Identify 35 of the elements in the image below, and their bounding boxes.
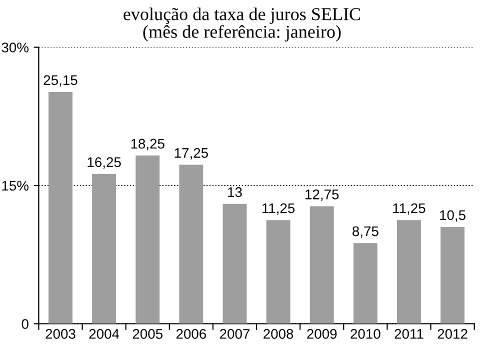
data-label: 8,75 <box>352 226 378 238</box>
data-label: 25,15 <box>44 75 78 87</box>
data-label: 13 <box>228 187 242 198</box>
data-label: 10,5 <box>440 210 466 222</box>
x-tick-label: 2012 <box>438 328 468 339</box>
y-tick-label: 0 <box>22 319 28 329</box>
data-label: 16,25 <box>88 157 121 169</box>
data-label: 11,25 <box>262 203 295 215</box>
data-label: 12,75 <box>306 189 339 201</box>
data-label: 11,25 <box>393 203 426 215</box>
data-label: 18,25 <box>131 138 164 150</box>
chart-title: evolução da taxa de juros SELIC <box>124 8 360 24</box>
x-tick-label: 2008 <box>264 328 294 339</box>
y-tick-label: 15% <box>2 180 29 191</box>
bar <box>310 206 334 324</box>
x-tick-label: 2003 <box>46 328 76 339</box>
x-tick-label: 2009 <box>307 328 337 339</box>
x-tick-label: 2011 <box>394 328 424 339</box>
bar <box>266 220 290 324</box>
bar <box>179 164 204 324</box>
bar <box>440 226 465 324</box>
bar <box>92 174 116 324</box>
x-tick-label: 2006 <box>176 328 206 339</box>
bar <box>136 156 160 324</box>
data-label: 17,25 <box>174 148 208 160</box>
x-tick-label: 2010 <box>350 328 380 339</box>
bar <box>353 243 378 324</box>
x-tick-label: 2007 <box>220 328 250 339</box>
y-tick-label: 30% <box>2 42 29 52</box>
bar <box>222 204 247 324</box>
chart-subtitle: (mês de referência: janeiro) <box>143 24 341 42</box>
bar <box>48 92 72 324</box>
bar <box>397 220 421 324</box>
x-tick-label: 2004 <box>89 328 120 339</box>
x-tick-label: 2005 <box>132 328 162 339</box>
